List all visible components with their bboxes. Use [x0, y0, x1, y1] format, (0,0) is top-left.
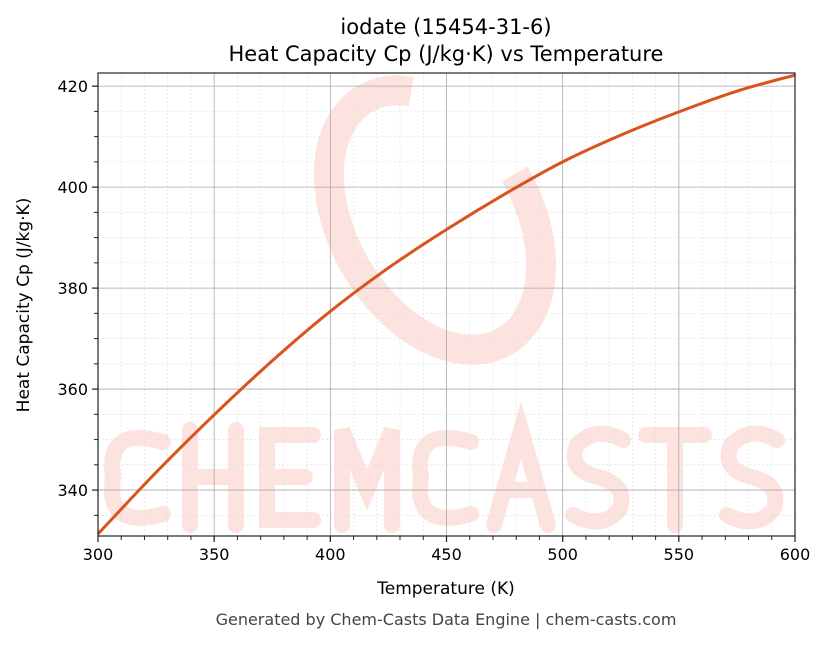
- y-tick-label: 400: [57, 178, 88, 197]
- x-tick-label: 550: [664, 545, 695, 564]
- chart-title: iodate (15454-31-6): [340, 15, 551, 39]
- watermark-logo: [104, 75, 785, 533]
- x-tick-label: 350: [199, 545, 230, 564]
- x-tick-label: 500: [547, 545, 578, 564]
- footer-credit: Generated by Chem-Casts Data Engine | ch…: [216, 610, 677, 629]
- watermark-letter-shape: [334, 426, 400, 533]
- y-tick-label: 360: [57, 380, 88, 399]
- x-tick-label: 300: [83, 545, 114, 564]
- watermark-letter-shape: [565, 425, 631, 530]
- y-axis-label: Heat Capacity Cp (J/kg·K): [14, 198, 34, 413]
- watermark-letter-shape: [412, 430, 479, 526]
- watermark-letter-shape: [719, 425, 785, 530]
- x-tick-label: 600: [780, 545, 811, 564]
- watermark-letter-shape: [104, 430, 171, 526]
- x-tick-label: 400: [315, 545, 346, 564]
- watermark-letter-shape: [182, 422, 244, 533]
- x-axis-label: Temperature (K): [376, 579, 515, 599]
- chart-subtitle: Heat Capacity Cp (J/kg·K) vs Temperature: [229, 42, 664, 66]
- watermark-letter-shape: [259, 427, 321, 528]
- heat-capacity-line: [96, 73, 796, 536]
- watermark-letter-shape: [638, 427, 712, 533]
- y-tick-label: 380: [57, 279, 88, 298]
- y-tick-label: 340: [57, 481, 88, 500]
- y-tick-label: 420: [57, 77, 88, 96]
- watermark-letter-shape: [486, 400, 556, 533]
- x-tick-label: 450: [431, 545, 462, 564]
